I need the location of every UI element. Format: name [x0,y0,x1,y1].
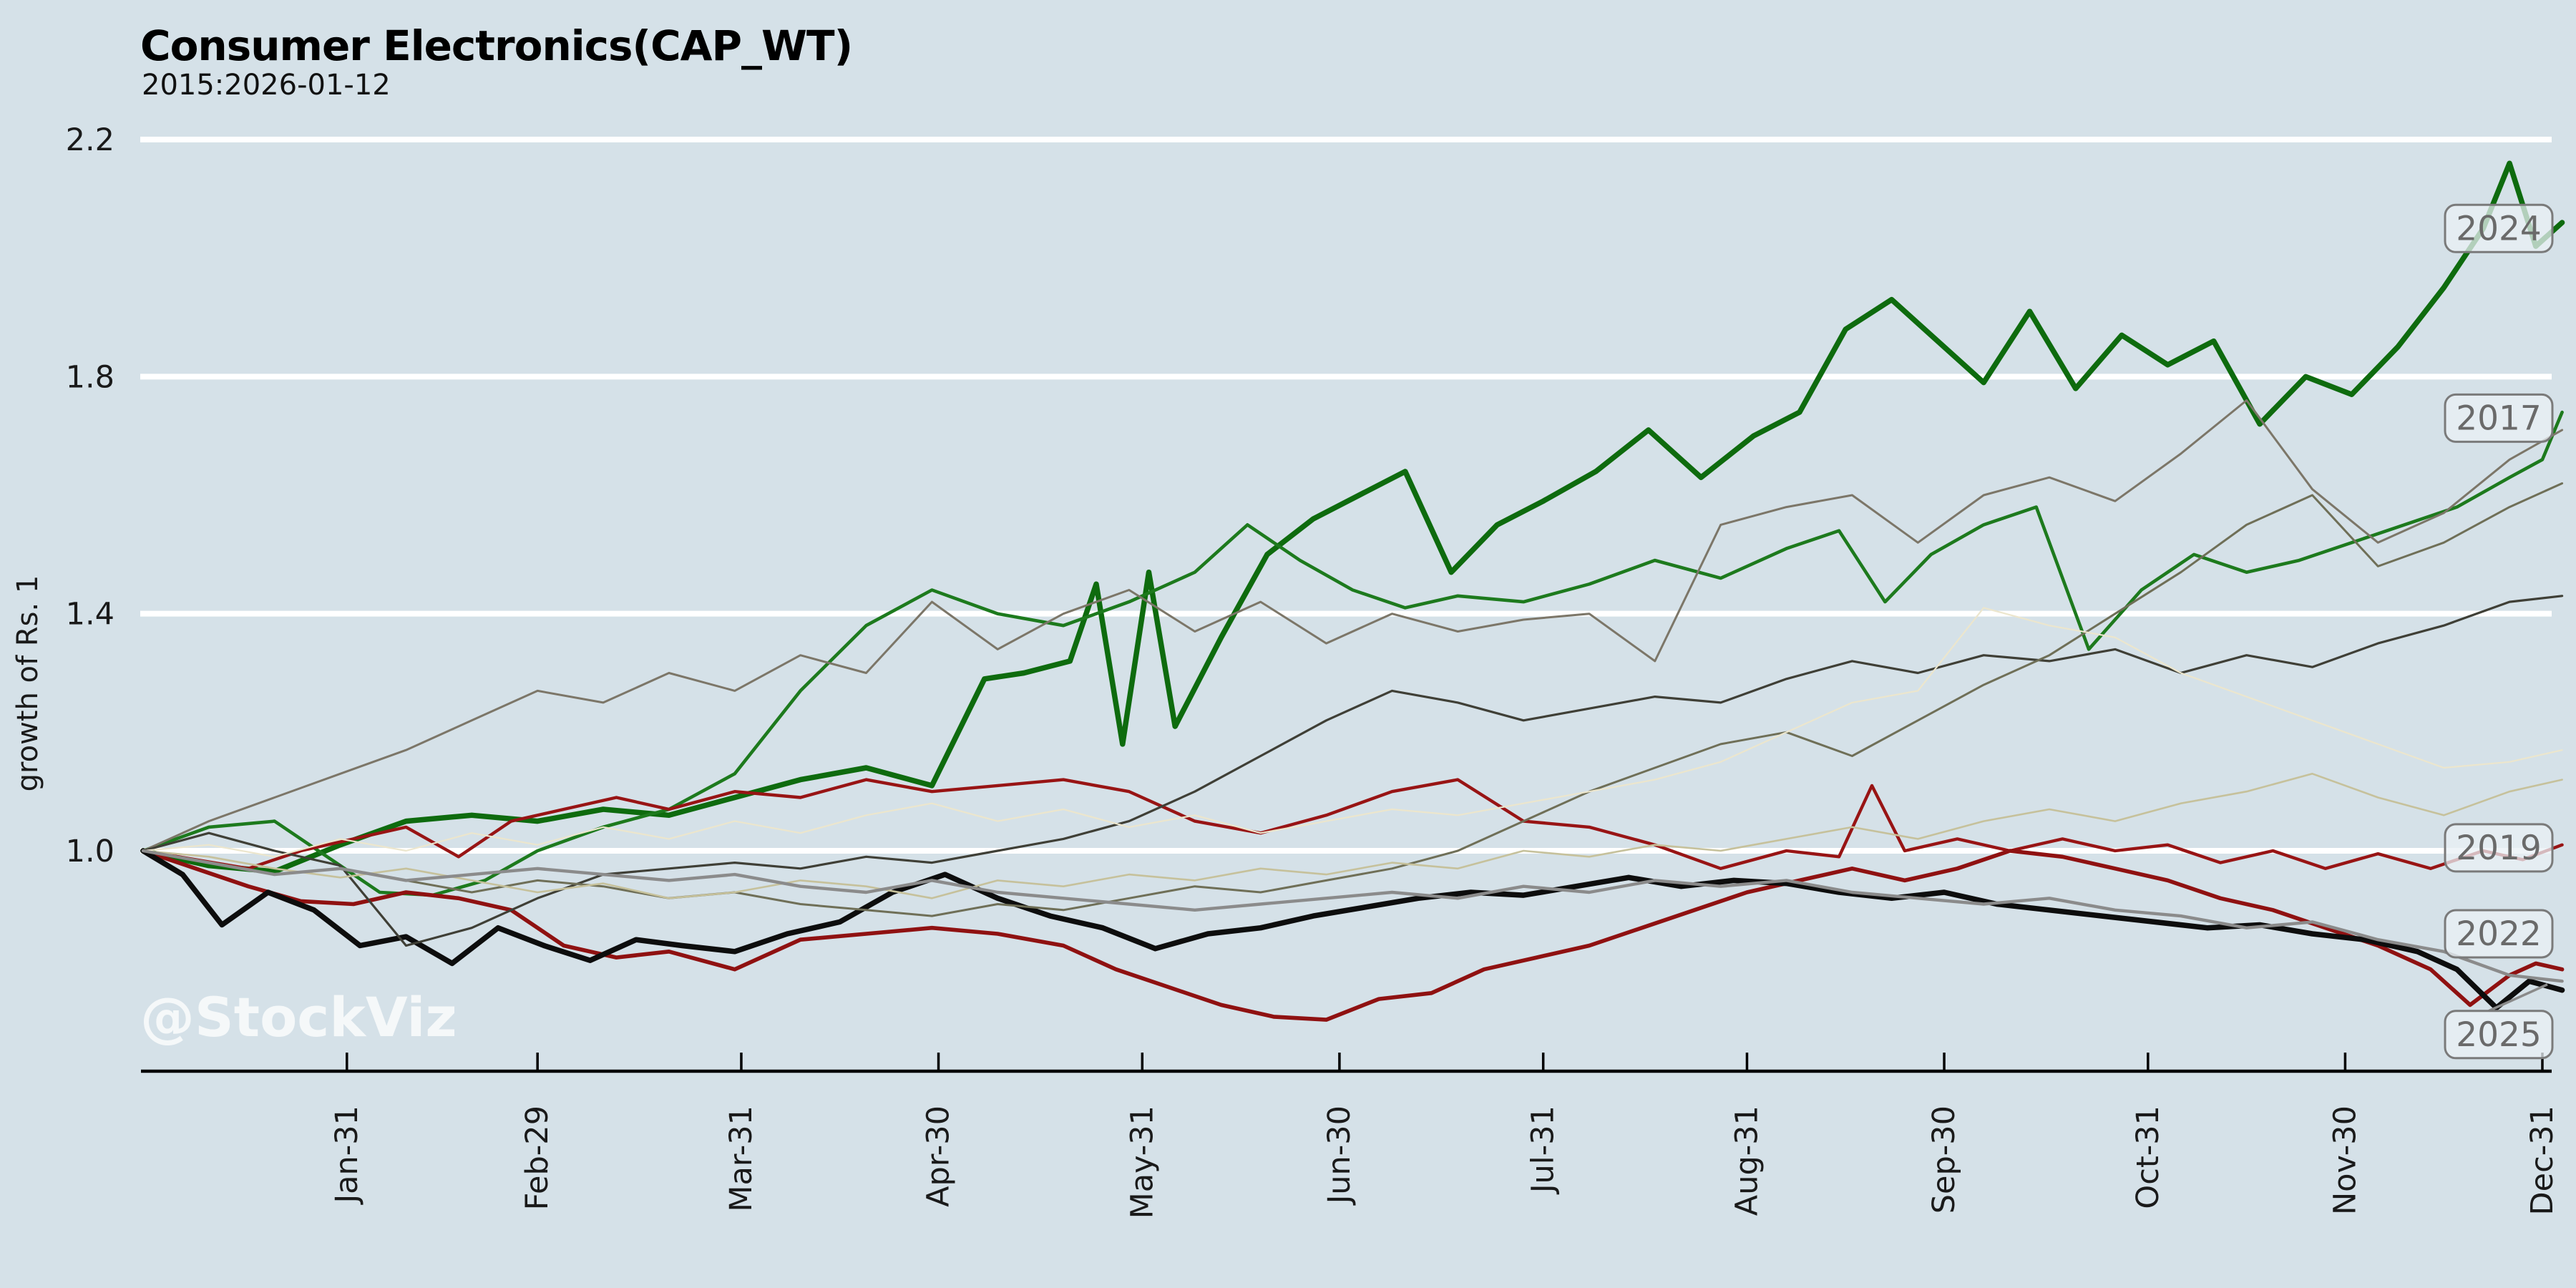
year-label-text-2017: 2017 [2456,399,2542,438]
year-label-text-2025: 2025 [2456,1015,2542,1055]
year-label-box-2025 [2444,1010,2554,1060]
year-label-text-2019: 2019 [2456,829,2542,868]
series-line-unlabeled-b [142,595,2564,947]
year-labels-group: 2024 2017 2019 2022 2025 [2444,203,2554,1060]
y-tick-label-1.8: 1.8 [66,359,114,395]
x-tick-label-Mar-31: Mar-31 [723,1106,759,1212]
series-line-unlabeled-f [141,849,2564,983]
series-line-2022 [141,849,2565,1022]
series-line-2025 [140,848,2565,1011]
year-label-text-2024: 2024 [2456,209,2542,248]
x-tick-label-Aug-31: Aug-31 [1729,1106,1765,1216]
x-ticks-group: Jan-31 Feb-29 Mar-31 Apr-30 May-31 Jun-30 Jul-… [329,1053,2560,1219]
x-tick-label-Dec-31: Dec-31 [2524,1106,2560,1215]
x-tick-label-Jan-31: Jan-31 [329,1106,365,1206]
x-tick-label-Jul-31: Jul-31 [1526,1106,1561,1195]
series-line-unlabeled-c [142,482,2564,917]
series-line-unlabeled-a [142,399,2564,852]
x-tick-label-Feb-29: Feb-29 [519,1106,555,1210]
year-label-box-2022 [2444,909,2554,959]
x-tick-label-May-31: May-31 [1124,1106,1160,1219]
year-label-connector-2025 [2488,983,2548,1013]
watermark: @StockViz [140,985,457,1049]
gridlines-group: 2.2 1.8 1.4 1.0 [66,122,2552,869]
x-tick-label-Apr-30: Apr-30 [921,1106,957,1207]
series-line-unlabeled-e [142,607,2563,858]
year-label-text-2022: 2022 [2456,914,2542,954]
x-tick-label-Jun-30: Jun-30 [1322,1106,1357,1206]
year-label-box-2019 [2444,823,2554,873]
page-title: Consumer Electronics(CAP_WT) [140,21,852,70]
year-label-box-2017 [2444,393,2554,443]
series-line-2017 [141,410,2564,897]
series-line-2024 [140,160,2565,874]
x-tick-label-Nov-30: Nov-30 [2327,1106,2363,1215]
y-axis-title: growth of Rs. 1 [11,575,44,792]
y-tick-label-1.0: 1.0 [66,834,114,869]
series-group [140,160,2565,1022]
series-line-2019 [141,778,2564,871]
x-tick-label-Oct-31: Oct-31 [2130,1106,2166,1209]
page-subtitle: 2015:2026-01-12 [142,69,391,102]
year-label-box-2024 [2444,203,2554,253]
y-tick-label-1.4: 1.4 [66,597,114,633]
x-tick-label-Sep-30: Sep-30 [1926,1106,1962,1214]
series-line-unlabeled-d [142,773,2563,899]
y-tick-label-2.2: 2.2 [66,122,114,158]
